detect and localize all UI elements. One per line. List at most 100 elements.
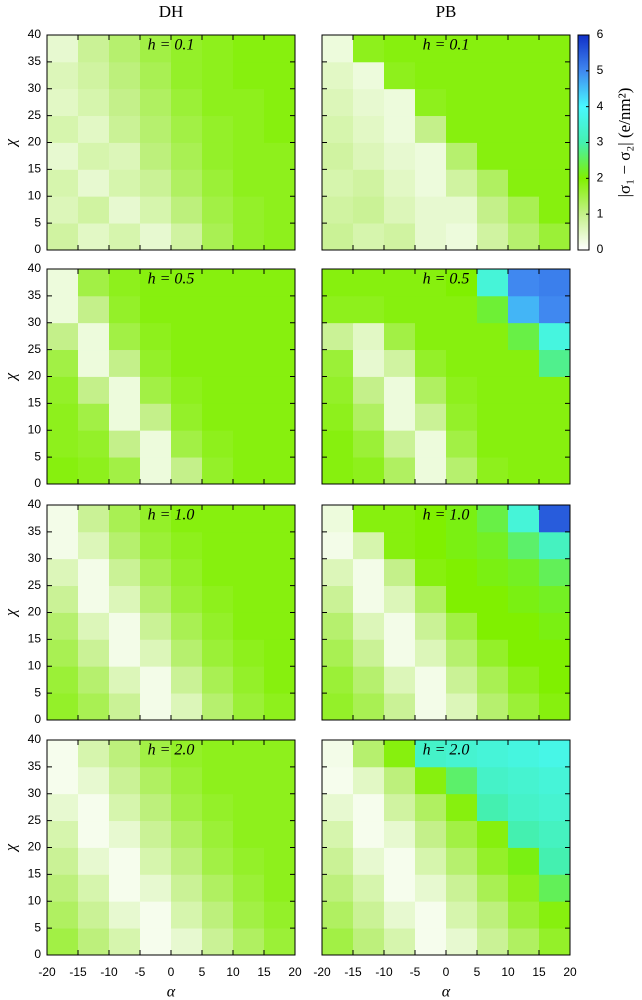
heat-cell [109, 61, 141, 90]
heat-cell [78, 35, 110, 63]
heat-cell [140, 115, 172, 143]
heat-cell [415, 457, 447, 485]
heat-cell [171, 115, 203, 143]
heat-cell [477, 142, 509, 170]
heat-cell [233, 740, 265, 768]
heat-cell [446, 169, 478, 197]
heat-cell [109, 666, 141, 694]
heat-cell [47, 322, 79, 351]
heat-cell [78, 531, 110, 560]
heat-cell [353, 61, 385, 90]
heat-cell [109, 196, 141, 224]
heat-cell [202, 169, 234, 197]
heat-cell [78, 430, 110, 458]
heat-cell [508, 349, 540, 377]
y-tick-label: 35 [28, 524, 42, 538]
heat-cell [446, 820, 478, 848]
heat-cell [233, 376, 265, 404]
heat-cell [477, 666, 509, 694]
heat-cell [78, 115, 110, 143]
heat-cell [47, 457, 79, 485]
heat-cell [264, 376, 296, 404]
heat-cell [539, 457, 571, 485]
heat-cell [171, 901, 203, 929]
heat-cell [47, 666, 79, 694]
heat-cell [140, 666, 172, 694]
heat-cell [202, 142, 234, 170]
heat-cell [233, 322, 265, 351]
heat-cell [109, 223, 141, 251]
heat-cell [446, 612, 478, 640]
heat-cell [415, 820, 447, 848]
heat-cell [47, 558, 79, 587]
heat-cell [539, 269, 571, 297]
heat-cell [78, 793, 110, 822]
heat-cell [140, 693, 172, 721]
heat-cell [446, 666, 478, 694]
heat-cell [384, 612, 416, 640]
heat-cell [109, 403, 141, 431]
heat-cell [171, 322, 203, 351]
heat-cell [415, 403, 447, 431]
panel-title: h = 1.0 [423, 507, 470, 524]
heat-cell [446, 585, 478, 613]
x-tick-label: 20 [563, 965, 577, 979]
heat-cell [384, 666, 416, 694]
heat-cell [233, 349, 265, 377]
heat-cell [109, 612, 141, 640]
y-tick-label: 5 [34, 685, 41, 699]
y-tick-label: 25 [28, 813, 42, 827]
heat-cell [446, 847, 478, 875]
heat-cell [47, 35, 79, 63]
heat-cell [322, 457, 354, 485]
y-tick-label: 40 [28, 732, 42, 746]
heat-cell [415, 430, 447, 458]
heat-cell [508, 61, 540, 90]
heat-cell [539, 666, 571, 694]
heat-cell [202, 820, 234, 848]
heat-cell [233, 766, 265, 795]
heat-cell [353, 169, 385, 197]
heat-cell [78, 874, 110, 902]
x-tick-label: -5 [410, 965, 421, 979]
heat-cell [140, 793, 172, 822]
heat-cell [202, 558, 234, 587]
heat-cell [508, 639, 540, 667]
heat-cell [353, 820, 385, 848]
heat-cell [446, 531, 478, 560]
heat-cell [508, 196, 540, 224]
heat-cell [415, 847, 447, 875]
heat-cell [322, 223, 354, 251]
heat-cell [446, 35, 478, 63]
heat-cell [140, 874, 172, 902]
heat-cell [322, 88, 354, 117]
heat-cell [78, 666, 110, 694]
heat-cell [47, 115, 79, 143]
panel-title: h = 0.1 [148, 37, 195, 54]
heat-cell [508, 269, 540, 297]
heat-cell [322, 558, 354, 587]
heat-cell [384, 766, 416, 795]
heat-cell [140, 505, 172, 533]
heat-cell [140, 88, 172, 117]
heat-cell [140, 820, 172, 848]
heat-cell [109, 295, 141, 324]
heat-cell [109, 766, 141, 795]
panel-title: h = 2.0 [148, 742, 195, 759]
heat-cell [446, 322, 478, 351]
heat-cell [353, 349, 385, 377]
heat-cell [233, 612, 265, 640]
heat-cell [202, 457, 234, 485]
heat-cell [322, 666, 354, 694]
heat-cell [322, 639, 354, 667]
heat-cell [539, 169, 571, 197]
heat-cell [508, 928, 540, 956]
heat-cell [47, 88, 79, 117]
heat-cell [508, 35, 540, 63]
heat-cell [109, 376, 141, 404]
heat-cell [47, 928, 79, 956]
heat-cell [171, 531, 203, 560]
heat-cell [415, 585, 447, 613]
heat-cell [78, 142, 110, 170]
heat-cell [140, 403, 172, 431]
